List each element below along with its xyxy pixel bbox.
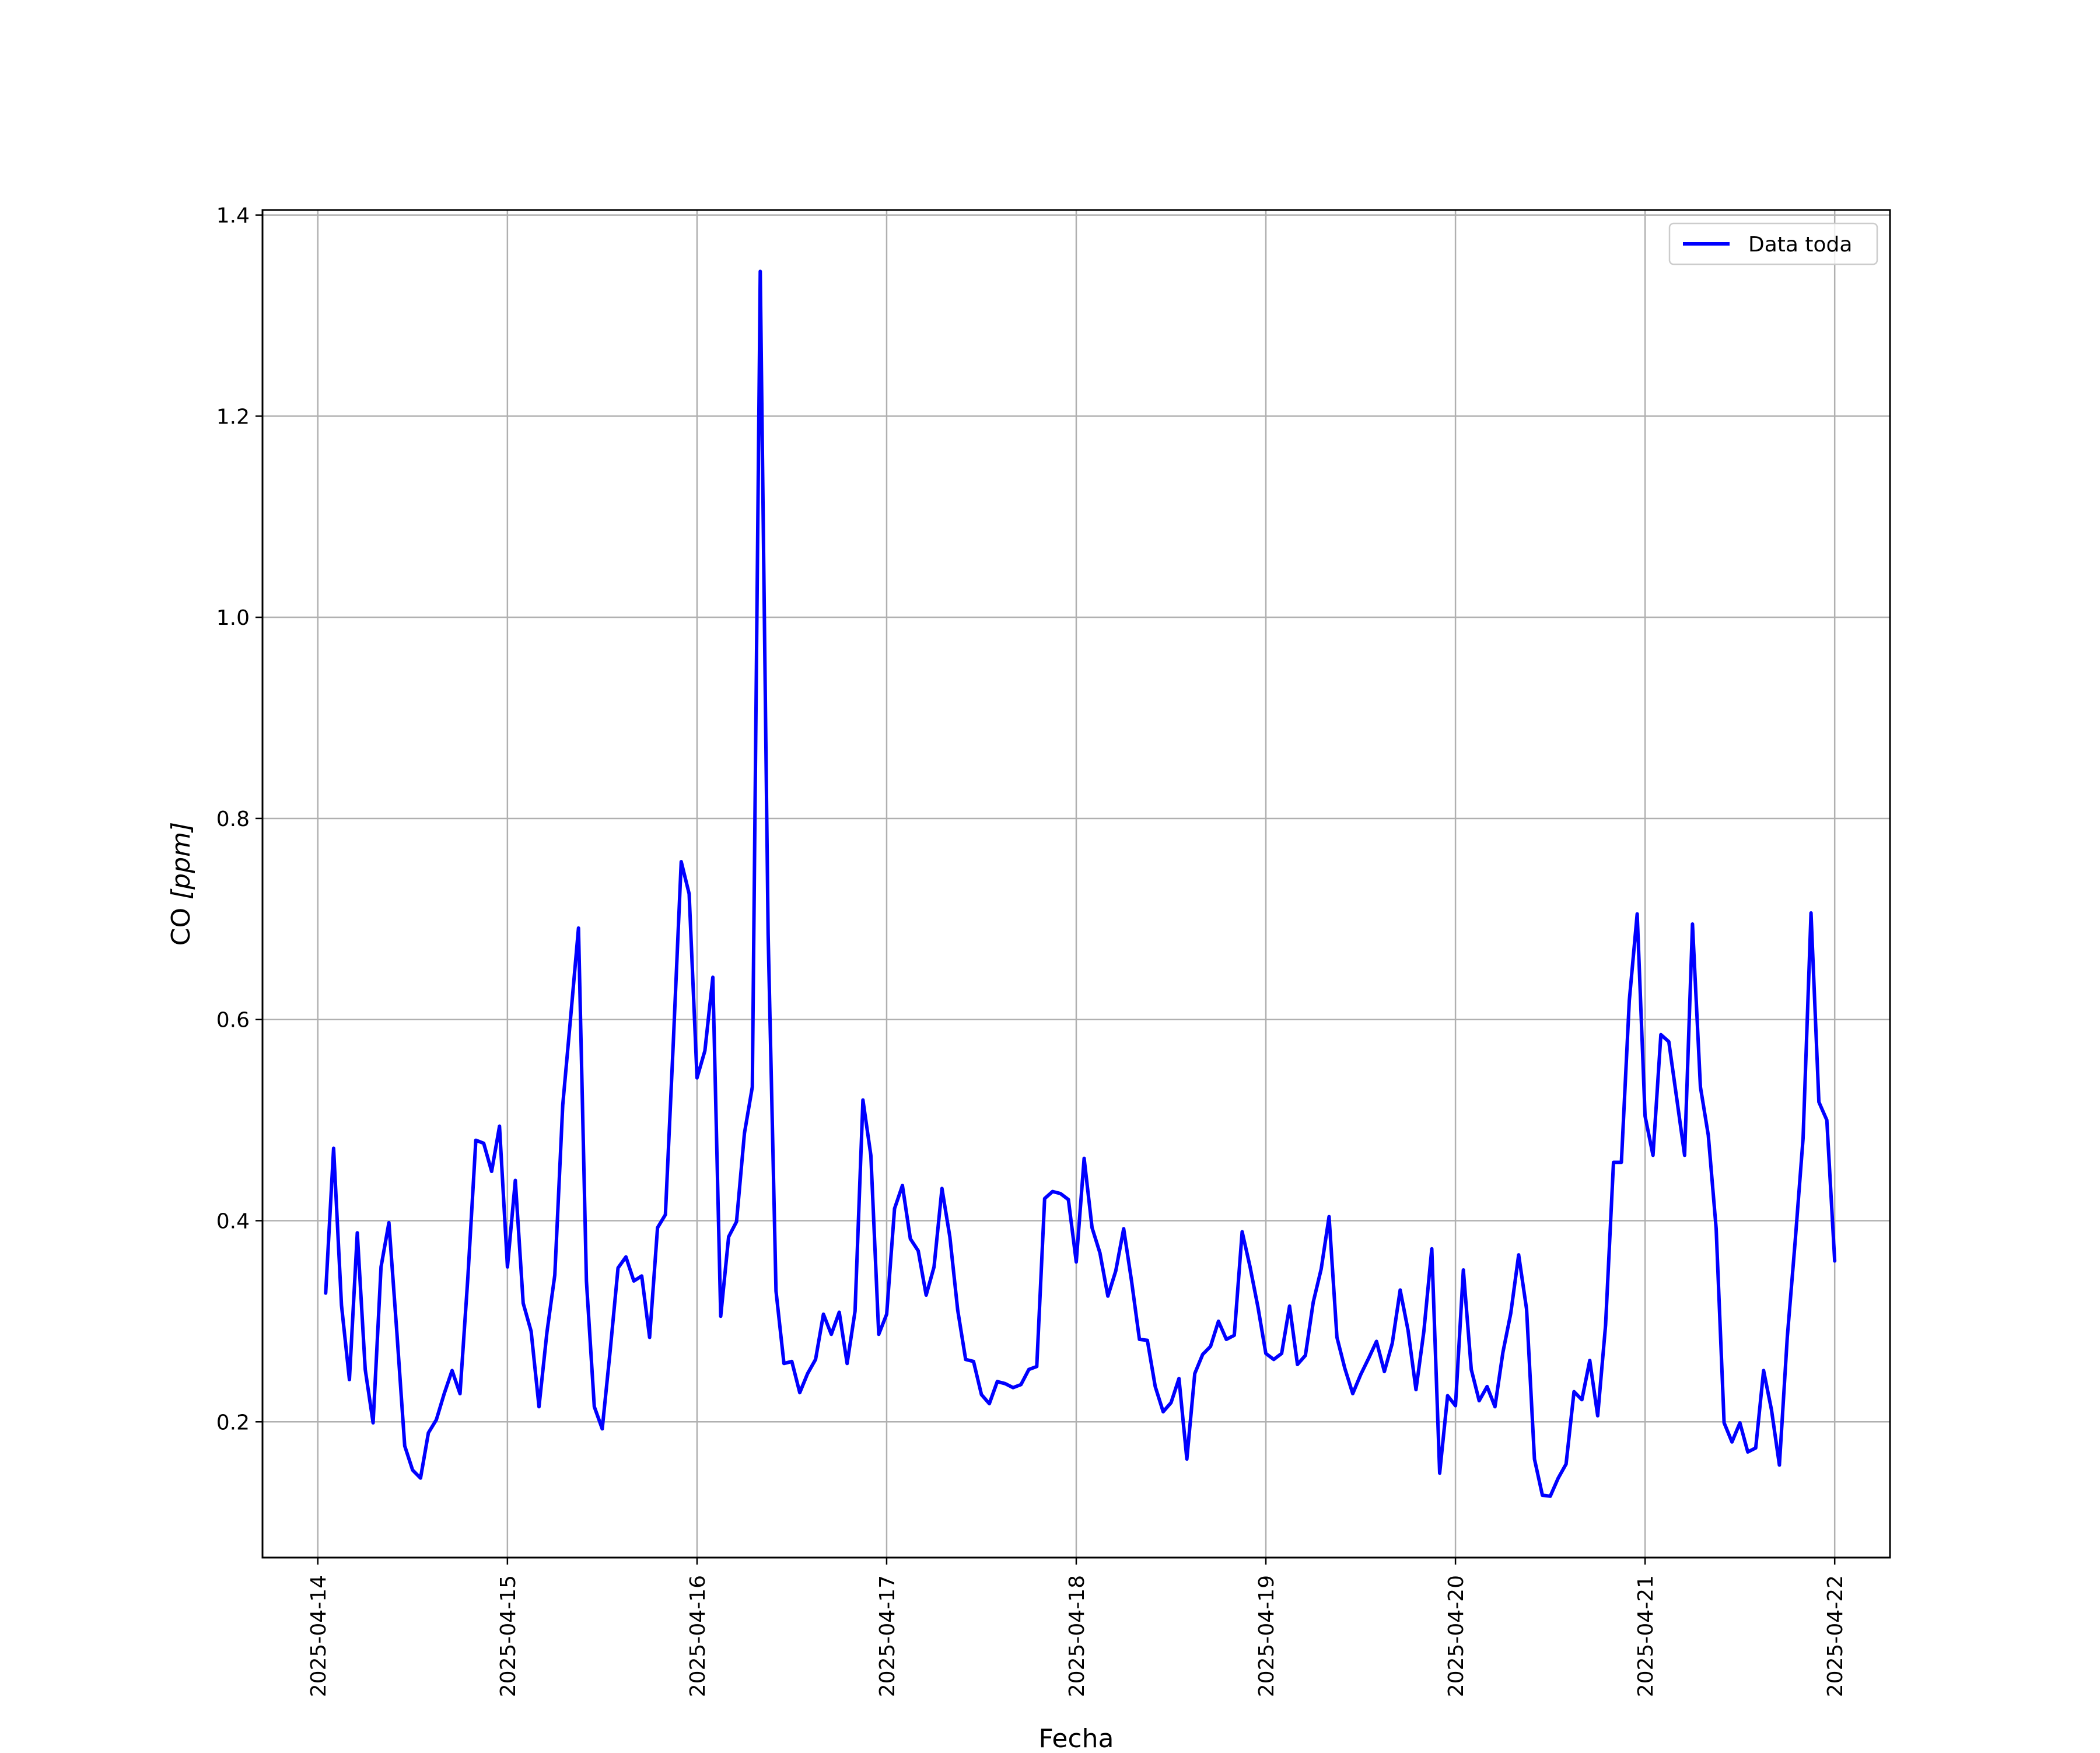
y-tick-label: 0.6: [216, 1009, 250, 1033]
x-tick-label: 2025-04-22: [1824, 1575, 1847, 1697]
legend-label: Data toda: [1748, 233, 1852, 257]
y-tick-label: 1.4: [216, 204, 250, 228]
x-tick-label: 2025-04-19: [1255, 1575, 1279, 1697]
x-tick-label: 2025-04-16: [686, 1575, 710, 1697]
x-axis-label: Fecha: [1038, 1724, 1114, 1750]
x-tick-label: 2025-04-21: [1634, 1575, 1658, 1697]
plot-data: [324, 270, 1837, 1498]
x-tick-label: 2025-04-17: [876, 1575, 900, 1697]
legend-box: [1668, 222, 1878, 265]
y-tick-label: 0.8: [216, 807, 250, 831]
x-tick-label: 2025-04-20: [1444, 1575, 1468, 1697]
y-axis-label-main: CO: [166, 900, 196, 946]
legend: Data toda: [1668, 222, 1878, 265]
y-tick-label: 1.0: [216, 606, 250, 630]
y-axis-label-unit: [ppm]: [166, 822, 196, 900]
x-tick-label: 2025-04-15: [496, 1575, 520, 1697]
series-line-data-toda: [324, 270, 1837, 1498]
ticks: 0.2 0.4 0.6 0.8 1.0 1.2 1.4 2025-04-14 2025-04-1…: [216, 204, 1847, 1698]
y-tick-label: 0.4: [216, 1210, 250, 1234]
grid: [262, 210, 1890, 1558]
y-axis-label: CO [ppm]: [166, 822, 196, 946]
y-tick-label: 0.2: [216, 1411, 250, 1434]
x-tick-label: 2025-04-14: [307, 1575, 331, 1697]
x-tick-label: 2025-04-18: [1065, 1575, 1089, 1697]
y-tick-label: 1.2: [216, 405, 250, 429]
